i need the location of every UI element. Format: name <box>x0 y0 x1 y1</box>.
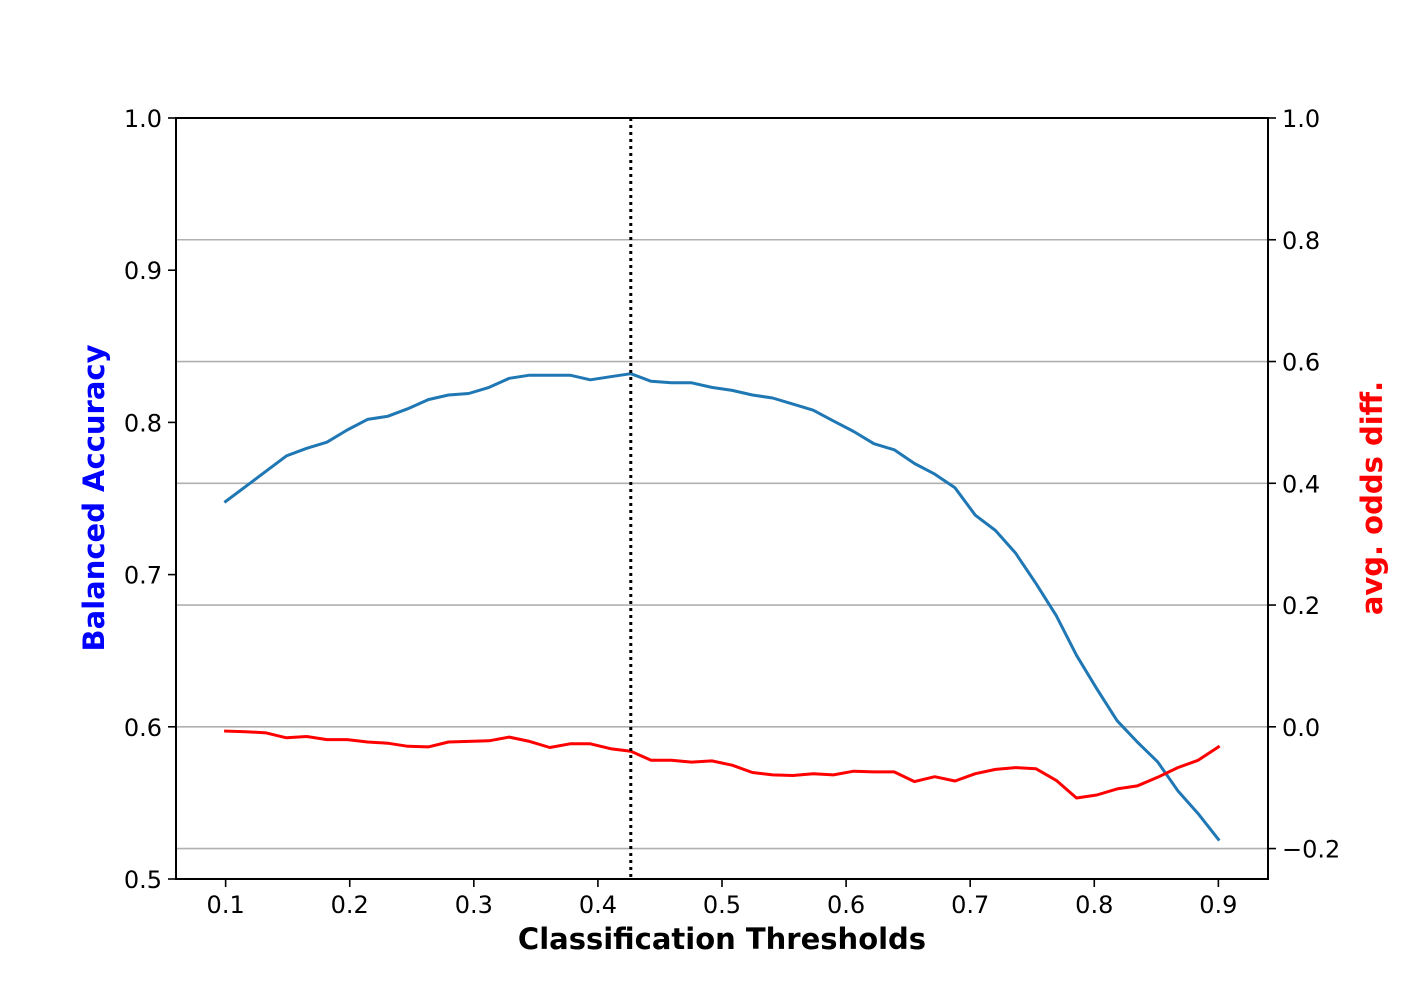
x-tick-label: 0.1 <box>207 891 245 919</box>
right-y-axis: −0.2 0.0 0.2 0.4 0.6 0.8 1.0 <box>1268 105 1340 864</box>
right-y-tick-label: 0.2 <box>1282 592 1320 620</box>
x-tick-label: 0.7 <box>951 891 989 919</box>
x-axis-title: Classification Thresholds <box>518 922 926 956</box>
x-tick-label: 0.8 <box>1075 891 1113 919</box>
x-tick-label: 0.6 <box>827 891 865 919</box>
x-axis: 0.1 0.2 0.3 0.4 0.5 0.6 0.7 0.8 0.9 <box>207 879 1237 919</box>
left-y-tick-label: 0.8 <box>124 409 162 437</box>
left-y-tick-label: 0.6 <box>124 714 162 742</box>
x-tick-label: 0.4 <box>579 891 617 919</box>
left-y-tick-label: 0.9 <box>124 257 162 285</box>
right-y-tick-label: 0.8 <box>1282 227 1320 255</box>
left-y-tick-label: 0.5 <box>124 866 162 894</box>
right-y-tick-label: 1.0 <box>1282 105 1320 133</box>
left-y-tick-label: 1.0 <box>124 105 162 133</box>
right-y-tick-label: −0.2 <box>1282 836 1340 864</box>
grid <box>176 238 1268 850</box>
avg-odds-diff-line <box>224 729 1221 800</box>
right-y-axis-title: avg. odds diff. <box>1355 381 1389 615</box>
x-tick-label: 0.9 <box>1199 891 1237 919</box>
x-tick-label: 0.2 <box>331 891 369 919</box>
left-y-tick-label: 0.7 <box>124 562 162 590</box>
series-layer <box>223 372 1221 842</box>
right-y-tick-label: 0.0 <box>1282 714 1320 742</box>
x-tick-label: 0.3 <box>455 891 493 919</box>
x-tick-label: 0.5 <box>703 891 741 919</box>
right-y-tick-label: 0.6 <box>1282 349 1320 377</box>
right-y-tick-label: 0.4 <box>1282 470 1320 498</box>
balanced-accuracy-line <box>223 372 1221 842</box>
left-y-axis: 0.5 0.6 0.7 0.8 0.9 1.0 <box>124 105 176 894</box>
left-y-axis-title: Balanced Accuracy <box>77 344 111 651</box>
